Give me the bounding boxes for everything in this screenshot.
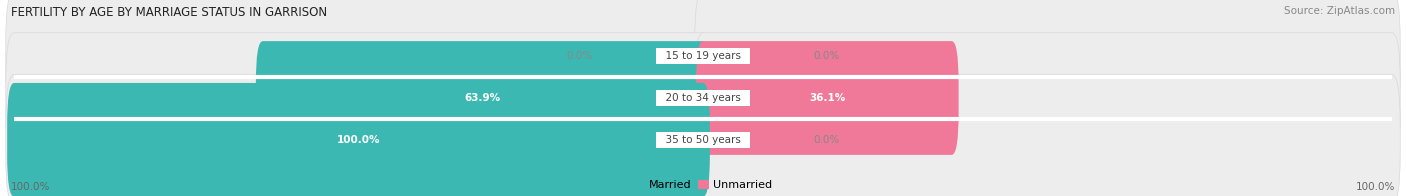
FancyBboxPatch shape [695, 75, 1400, 196]
FancyBboxPatch shape [7, 83, 710, 196]
Text: FERTILITY BY AGE BY MARRIAGE STATUS IN GARRISON: FERTILITY BY AGE BY MARRIAGE STATUS IN G… [11, 6, 328, 19]
FancyBboxPatch shape [696, 41, 959, 155]
Text: 100.0%: 100.0% [11, 182, 51, 192]
FancyBboxPatch shape [695, 33, 1400, 163]
Text: 100.0%: 100.0% [1355, 182, 1395, 192]
Text: 15 to 19 years: 15 to 19 years [659, 51, 747, 61]
Legend: Married, Unmarried: Married, Unmarried [634, 180, 772, 191]
Text: 20 to 34 years: 20 to 34 years [659, 93, 747, 103]
Text: 0.0%: 0.0% [813, 51, 839, 61]
Text: 63.9%: 63.9% [465, 93, 501, 103]
Text: 35 to 50 years: 35 to 50 years [659, 135, 747, 145]
FancyBboxPatch shape [6, 0, 711, 121]
Text: 100.0%: 100.0% [337, 135, 380, 145]
FancyBboxPatch shape [6, 33, 711, 163]
FancyBboxPatch shape [6, 75, 711, 196]
FancyBboxPatch shape [256, 41, 710, 155]
Text: Source: ZipAtlas.com: Source: ZipAtlas.com [1284, 6, 1395, 16]
Text: 0.0%: 0.0% [813, 135, 839, 145]
Text: 0.0%: 0.0% [567, 51, 593, 61]
Text: 36.1%: 36.1% [810, 93, 845, 103]
FancyBboxPatch shape [695, 0, 1400, 121]
